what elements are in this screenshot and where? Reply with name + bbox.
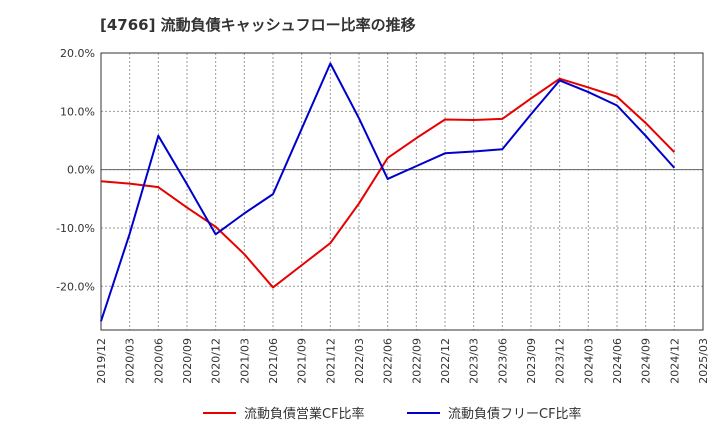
x-tick-label: 2020/12 [210,338,223,384]
legend-label-2: 流動負債フリーCF比率 [448,406,582,422]
x-tick-label: 2024/09 [640,338,653,384]
chart-title: [4766] 流動負債キャッシュフロー比率の推移 [100,16,416,34]
x-tick-label: 2023/09 [525,338,538,384]
x-tick-label: 2021/03 [238,338,251,384]
y-tick-label: -20.0% [56,280,95,293]
x-tick-label: 2023/12 [554,338,567,384]
x-tick-label: 2020/06 [152,338,165,384]
plot-border [100,52,704,331]
legend-label-1: 流動負債営業CF比率 [244,406,365,422]
x-tick-label: 2023/06 [496,338,509,384]
x-tick-label: 2021/09 [296,338,309,384]
y-tick-label: 10.0% [60,105,95,118]
y-tick-label: 0.0% [67,164,95,177]
x-tick-label: 2022/06 [382,338,395,384]
x-tick-label: 2022/12 [439,338,452,384]
x-tick-label: 2024/03 [582,338,595,384]
y-tick-label: -10.0% [56,222,95,235]
series-line-2 [100,62,676,322]
x-tick-label: 2024/12 [668,338,681,384]
x-tick-label: 2024/06 [611,338,624,384]
x-tick-label: 2019/12 [95,338,108,384]
y-tick-label: 20.0% [60,47,95,60]
series-line-1 [100,77,676,289]
x-tick-label: 2021/12 [324,338,337,384]
x-tick-label: 2020/03 [124,338,137,384]
x-tick-label: 2023/03 [468,338,481,384]
x-tick-label: 2025/03 [697,338,710,384]
x-tick-label: 2022/03 [353,338,366,384]
x-tick-label: 2021/06 [267,338,280,384]
x-tick-label: 2022/09 [410,338,423,384]
x-tick-label: 2020/09 [181,338,194,384]
